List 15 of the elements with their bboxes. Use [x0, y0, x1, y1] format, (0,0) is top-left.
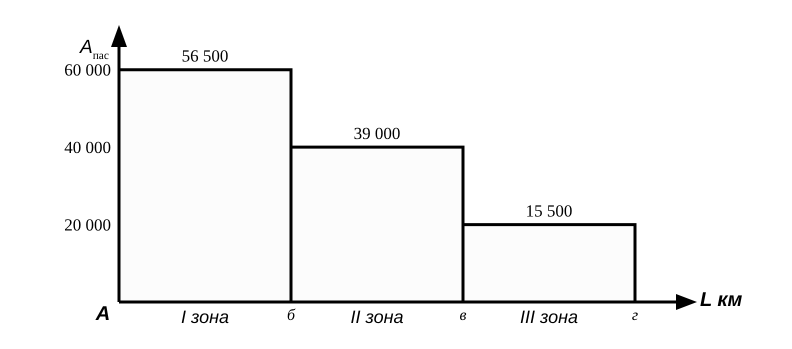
annotation: 15 500: [526, 202, 572, 221]
x-tick-label: I зона: [180, 306, 230, 327]
text: в: [460, 307, 467, 324]
text: б: [286, 307, 296, 324]
y-tick-label: 60 000: [64, 60, 111, 80]
text: А: [94, 303, 110, 325]
y-tick-label: 20 000: [64, 216, 111, 235]
annotation: 56 500: [182, 46, 228, 66]
text: г: [632, 307, 638, 324]
y-axis-title: A$_{пас}$: [79, 37, 109, 62]
y-tick-label: 40 000: [64, 138, 111, 158]
x-tick-label: III зона: [520, 306, 578, 327]
annotation: 39 000: [354, 124, 400, 144]
x-axis-title: L км: [700, 289, 743, 311]
x-tick-label: II зона: [350, 306, 404, 327]
